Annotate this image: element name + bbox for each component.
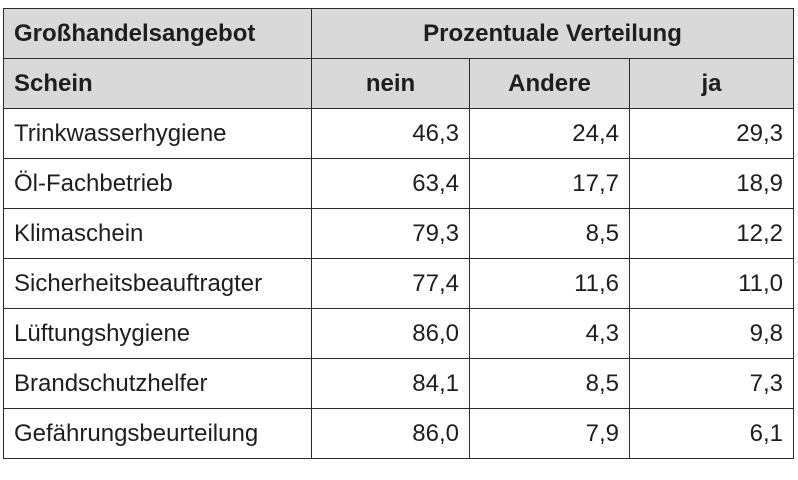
cell-andere: 4,3 <box>469 308 630 359</box>
column-header-ja: ja <box>629 58 794 109</box>
cell-nein: 86,0 <box>311 408 470 459</box>
cell-nein: 84,1 <box>311 358 470 409</box>
cell-ja: 9,8 <box>629 308 794 359</box>
cell-ja: 29,3 <box>629 108 794 159</box>
cell-andere: 7,9 <box>469 408 630 459</box>
cell-nein: 79,3 <box>311 208 470 259</box>
cell-andere: 11,6 <box>469 258 630 309</box>
table-row: Gefährungsbeurteilung 86,0 7,9 6,1 <box>3 408 794 459</box>
cell-nein: 77,4 <box>311 258 470 309</box>
row-label: Klimaschein <box>3 208 312 259</box>
table-row: Klimaschein 79,3 8,5 12,2 <box>3 208 794 259</box>
row-label: Trinkwasserhygiene <box>3 108 312 159</box>
header-row-1: Großhandelsangebot Prozentuale Verteilun… <box>3 8 794 59</box>
table-row: Sicherheitsbeauftragter 77,4 11,6 11,0 <box>3 258 794 309</box>
row-label: Lüftungshygiene <box>3 308 312 359</box>
cell-andere: 8,5 <box>469 208 630 259</box>
cell-ja: 11,0 <box>629 258 794 309</box>
row-label: Gefährungsbeurteilung <box>3 408 312 459</box>
column-header-andere: Andere <box>469 58 630 109</box>
cell-ja: 6,1 <box>629 408 794 459</box>
row-label: Brandschutzhelfer <box>3 358 312 409</box>
row-label-header: Schein <box>3 58 312 109</box>
column-header-nein: nein <box>311 58 470 109</box>
table-row: Öl-Fachbetrieb 63,4 17,7 18,9 <box>3 158 794 209</box>
distribution-header: Prozentuale Verteilung <box>311 8 794 59</box>
row-label: Sicherheitsbeauftragter <box>3 258 312 309</box>
cell-andere: 8,5 <box>469 358 630 409</box>
header-row-2: Schein nein Andere ja <box>3 58 794 109</box>
cell-ja: 18,9 <box>629 158 794 209</box>
cell-andere: 24,4 <box>469 108 630 159</box>
distribution-table: Großhandelsangebot Prozentuale Verteilun… <box>3 8 794 459</box>
table-row: Lüftungshygiene 86,0 4,3 9,8 <box>3 308 794 359</box>
table-row: Trinkwasserhygiene 46,3 24,4 29,3 <box>3 108 794 159</box>
cell-nein: 46,3 <box>311 108 470 159</box>
cell-andere: 17,7 <box>469 158 630 209</box>
cell-nein: 86,0 <box>311 308 470 359</box>
group-header: Großhandelsangebot <box>3 8 312 59</box>
cell-nein: 63,4 <box>311 158 470 209</box>
cell-ja: 12,2 <box>629 208 794 259</box>
row-label: Öl-Fachbetrieb <box>3 158 312 209</box>
table-row: Brandschutzhelfer 84,1 8,5 7,3 <box>3 358 794 409</box>
cell-ja: 7,3 <box>629 358 794 409</box>
